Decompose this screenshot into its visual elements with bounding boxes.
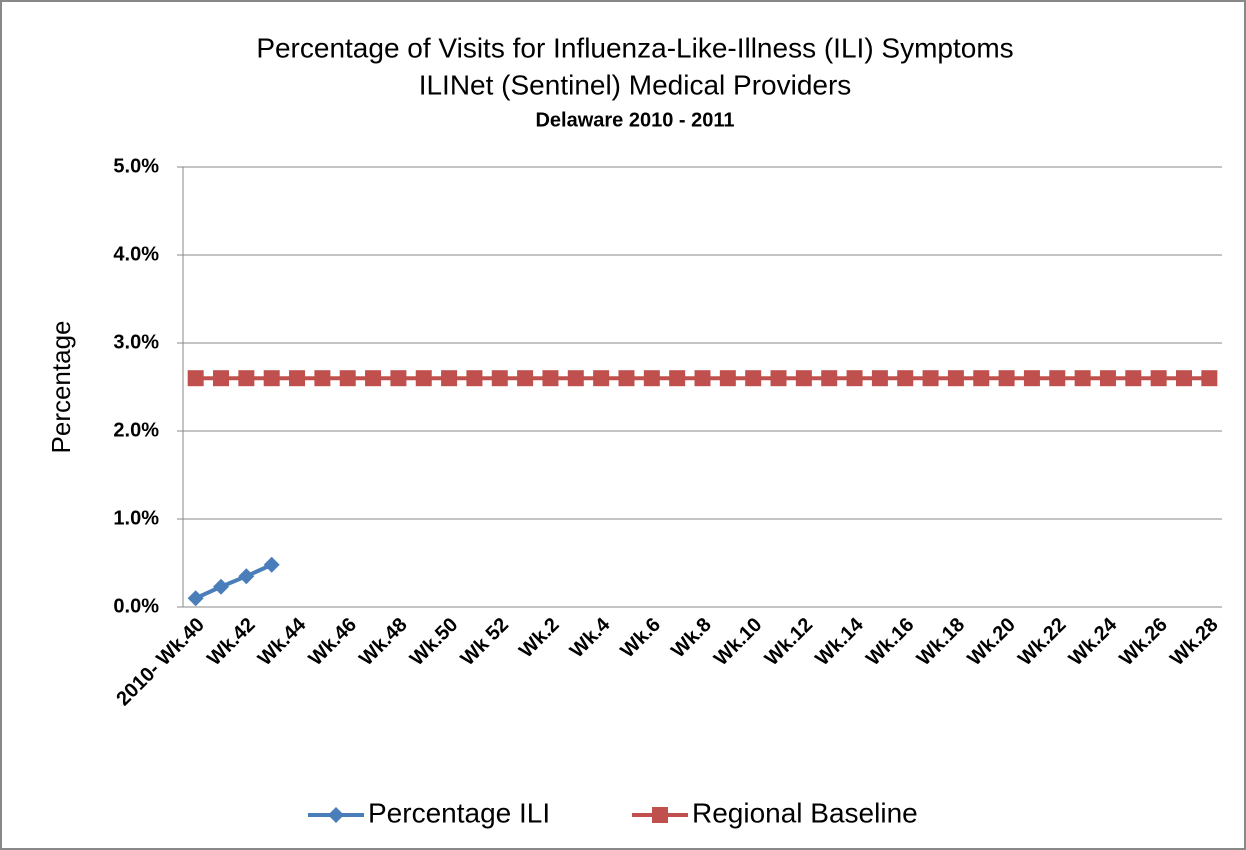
data-point [643,370,660,387]
data-point [1049,370,1066,387]
data-point [491,370,508,387]
data-point [187,370,204,387]
legend-marker [328,807,344,823]
data-point [187,590,204,607]
data-point [1125,370,1142,387]
data-point [922,370,939,387]
data-point [415,370,432,387]
data-point [719,370,736,387]
legend-label: Percentage ILI [368,797,550,828]
data-point [973,370,990,387]
data-point [795,370,812,387]
data-point [339,370,356,387]
data-point [263,556,280,573]
legend-marker [652,807,668,823]
chart-title: Percentage of Visits for Influenza-Like-… [256,32,1013,63]
data-point [846,370,863,387]
y-tick-label: 0.0% [113,595,159,617]
data-point [618,370,635,387]
data-point [669,370,686,387]
y-tick-label: 4.0% [113,243,159,265]
data-point [441,370,458,387]
data-point [1099,370,1116,387]
data-point [289,370,306,387]
chart-title: ILINet (Sentinel) Medical Providers [419,69,852,100]
chart-subtitle: Delaware 2010 - 2011 [535,109,734,131]
data-point [947,370,964,387]
data-point [517,370,534,387]
data-point [390,370,407,387]
data-point [314,370,331,387]
data-point [998,370,1015,387]
data-point [466,370,483,387]
data-point [821,370,838,387]
y-tick-label: 5.0% [113,155,159,177]
y-tick-label: 3.0% [113,331,159,353]
data-point [238,568,255,585]
data-point [1074,370,1091,387]
y-tick-label: 1.0% [113,507,159,529]
data-point [1023,370,1040,387]
series-line [194,562,273,601]
data-point [593,370,610,387]
data-point [770,370,787,387]
y-axis-label: Percentage [46,321,76,454]
data-point [567,370,584,387]
data-point [745,370,762,387]
data-point [213,370,230,387]
data-point [365,370,382,387]
data-point [1201,370,1218,387]
data-point [1150,370,1167,387]
y-tick-label: 2.0% [113,419,159,441]
data-point [213,578,230,595]
legend-label: Regional Baseline [692,797,918,828]
data-point [263,370,280,387]
data-point [871,370,888,387]
data-point [694,370,711,387]
data-point [897,370,914,387]
data-point [238,370,255,387]
data-point [542,370,559,387]
data-point [1175,370,1192,387]
